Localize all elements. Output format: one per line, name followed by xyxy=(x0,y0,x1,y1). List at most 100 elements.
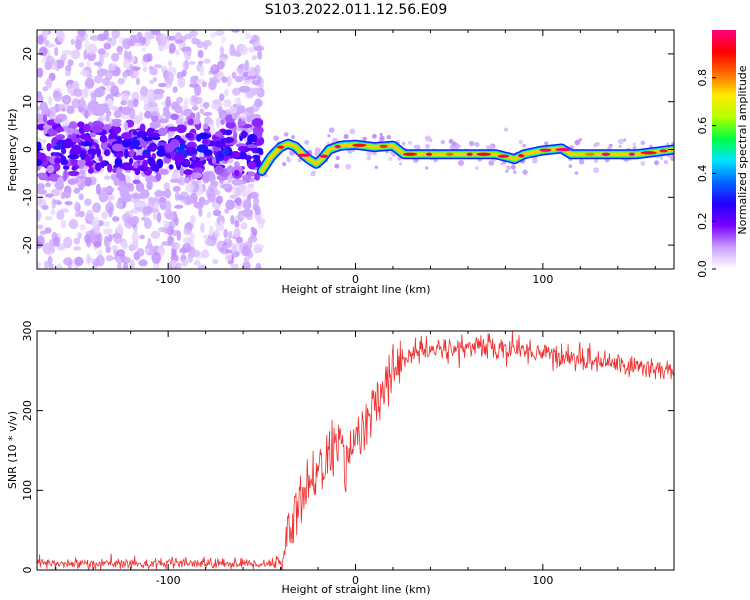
noise-core-blob xyxy=(128,149,135,158)
noise-core-blob xyxy=(117,197,124,203)
noise-blob xyxy=(176,97,184,104)
track-halo xyxy=(379,135,385,142)
spectrogram-y-tick-label: 10 xyxy=(21,95,34,109)
noise-core-blob xyxy=(61,140,74,149)
noise-blob xyxy=(75,38,82,50)
noise-core-blob xyxy=(41,205,49,210)
noise-blob xyxy=(229,105,236,116)
noise-blob xyxy=(52,199,61,204)
noise-core-blob xyxy=(172,185,181,193)
track-halo xyxy=(574,139,581,146)
noise-core-blob xyxy=(141,136,153,142)
noise-core-blob xyxy=(179,166,185,177)
noise-core-blob xyxy=(183,108,192,113)
noise-core-blob xyxy=(149,121,161,129)
noise-core-blob xyxy=(238,85,251,93)
noise-core-blob xyxy=(220,112,227,119)
noise-blob xyxy=(191,249,201,258)
noise-core-blob xyxy=(133,161,139,169)
snr-x-tick-label: -100 xyxy=(156,574,181,587)
noise-blob xyxy=(78,193,84,201)
noise-blob xyxy=(37,261,41,269)
noise-blob xyxy=(79,97,86,109)
noise-blob xyxy=(202,111,213,117)
noise-core-blob xyxy=(73,187,81,194)
signal-peak xyxy=(640,151,657,155)
colorbar-tick-label: 0.2 xyxy=(696,212,709,230)
track-halo xyxy=(451,141,457,147)
track-halo xyxy=(632,142,637,146)
track-halo xyxy=(366,150,373,157)
noise-blob xyxy=(45,193,54,198)
noise-blob xyxy=(182,60,190,70)
noise-blob xyxy=(83,49,88,60)
signal-peak xyxy=(445,152,454,156)
noise-blob xyxy=(122,58,131,69)
noise-core-blob xyxy=(176,195,186,201)
snr-x-tick-label: 100 xyxy=(532,574,553,587)
noise-blob xyxy=(37,209,42,222)
noise-core-blob xyxy=(220,119,225,126)
noise-core-blob xyxy=(144,110,152,119)
noise-blob xyxy=(174,204,184,209)
noise-core-blob xyxy=(83,123,91,133)
noise-core-blob xyxy=(170,113,179,120)
track-halo xyxy=(518,139,523,145)
track-halo xyxy=(286,157,292,163)
noise-blob xyxy=(185,183,195,193)
noise-core-blob xyxy=(54,157,61,164)
noise-blob xyxy=(234,97,240,104)
noise-blob xyxy=(42,138,47,144)
noise-core-blob xyxy=(225,121,236,129)
noise-blob xyxy=(145,174,155,184)
noise-core-blob xyxy=(243,199,252,210)
track-halo xyxy=(632,145,637,151)
noise-blob xyxy=(225,249,234,254)
noise-core-blob xyxy=(179,138,184,144)
colorbar-gradient xyxy=(712,30,736,269)
noise-core-blob xyxy=(71,138,82,143)
noise-blob xyxy=(147,196,154,204)
noise-blob xyxy=(157,82,167,88)
noise-core-blob xyxy=(191,106,199,111)
noise-core-blob xyxy=(62,165,70,170)
track-halo xyxy=(593,142,598,148)
noise-core-blob xyxy=(241,208,254,217)
track-halo xyxy=(283,132,289,137)
signal-peak xyxy=(555,147,572,152)
noise-blob xyxy=(244,32,251,40)
noise-blob xyxy=(202,234,209,239)
noise-blob xyxy=(46,43,56,48)
noise-blob xyxy=(134,175,141,181)
noise-core-blob xyxy=(220,183,232,189)
noise-blob xyxy=(242,261,251,269)
noise-core-blob xyxy=(78,175,86,180)
noise-core-blob xyxy=(37,185,43,191)
colorbar: 0.0 0.2 0.4 0.6 0.8 Normalized spectral ampl… xyxy=(696,30,749,278)
noise-blob xyxy=(62,49,72,56)
noise-blob xyxy=(232,186,237,198)
track-halo xyxy=(578,138,583,142)
noise-blob xyxy=(232,87,241,96)
noise-blob xyxy=(249,177,256,183)
track-halo xyxy=(505,169,509,173)
noise-blob xyxy=(233,228,241,238)
noise-blob xyxy=(48,263,54,269)
spectrogram-x-tick-label: 100 xyxy=(532,273,553,286)
noise-core-blob xyxy=(183,169,193,176)
noise-core-blob xyxy=(84,176,92,187)
noise-core-blob xyxy=(231,113,238,120)
noise-core-blob xyxy=(39,101,48,112)
signal-peak xyxy=(276,145,285,149)
noise-core-blob xyxy=(185,132,194,139)
noise-blob xyxy=(47,256,53,265)
noise-blob xyxy=(198,207,203,217)
noise-blob xyxy=(68,218,79,230)
noise-blob xyxy=(116,51,123,56)
noise-blob xyxy=(37,235,45,246)
noise-core-blob xyxy=(128,157,134,165)
noise-core-blob xyxy=(195,111,201,121)
noise-blob xyxy=(56,210,65,221)
noise-core-blob xyxy=(37,159,43,167)
noise-core-blob xyxy=(203,149,213,157)
